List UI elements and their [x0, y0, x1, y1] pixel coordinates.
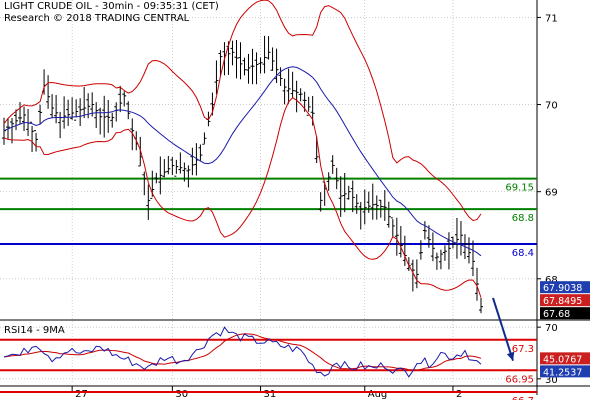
chart-title: LIGHT CRUDE OIL - 30min - 09:35:31 (CET): [4, 1, 219, 12]
x-tick-label: 30: [175, 389, 188, 400]
level-label: 68.4: [512, 248, 534, 259]
price-badge-label: 67.68: [543, 309, 570, 320]
rsi-tick-label: 30: [545, 375, 558, 386]
price-badge: [540, 281, 590, 294]
chart-copyright: Research © 2018 TRADING CENTRAL: [4, 13, 190, 24]
price-bars: [2, 35, 483, 314]
level-label: 68.8: [512, 213, 534, 224]
rsi-badge-label: 41.2537: [543, 367, 582, 378]
y-tick-label: 68: [545, 275, 558, 286]
rsi-panel-title: RSI14 - 9MA: [4, 325, 65, 336]
x-tick-label: 31: [264, 389, 277, 400]
y-tick-label: 69: [545, 188, 558, 199]
bollinger-lower-band: [3, 97, 482, 298]
y-tick-label: 70: [545, 101, 558, 112]
level-label: 66.95: [505, 374, 534, 385]
price-badge-label: 67.8495: [543, 296, 582, 307]
level-label: 66.7: [512, 396, 534, 400]
price-badge-label: 67.9038: [543, 283, 582, 294]
forecast-arrow-shaft: [492, 297, 514, 361]
price-badge: [540, 307, 590, 320]
x-tick-label: 27: [75, 389, 88, 400]
price-badge: [540, 294, 590, 307]
level-label: 67.3: [512, 344, 534, 355]
rsi-tick-label: 70: [545, 323, 558, 334]
bollinger-upper-band: [3, 0, 482, 222]
level-label: 69.15: [505, 183, 534, 194]
x-tick-label: Aug: [368, 389, 388, 400]
rsi-badge: [540, 365, 590, 378]
forecast-arrow-head: [506, 351, 515, 361]
rsi-badge-label: 45.0767: [543, 354, 582, 365]
x-tick-label: 2: [456, 389, 462, 400]
rsi-badge: [540, 352, 590, 365]
rsi-line: [3, 326, 482, 378]
y-tick-label: 71: [545, 13, 558, 24]
moving-average-line: [3, 66, 482, 257]
